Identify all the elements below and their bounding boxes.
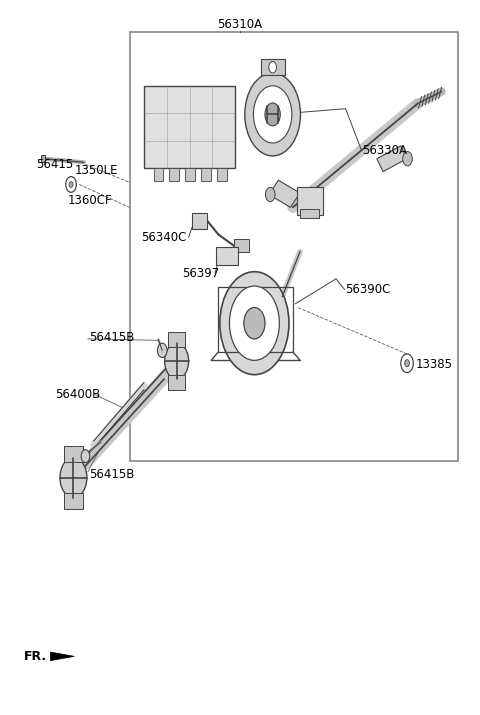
Circle shape (265, 103, 280, 126)
Text: 56390C: 56390C (346, 283, 391, 296)
Bar (300, 209, 319, 218)
Text: 13385: 13385 (415, 358, 452, 371)
Bar (154, 168, 163, 181)
Polygon shape (50, 652, 74, 661)
Circle shape (69, 182, 73, 187)
Polygon shape (269, 180, 300, 207)
Text: FR.: FR. (24, 650, 47, 663)
Text: 56400B: 56400B (55, 388, 100, 401)
Text: 56340C: 56340C (142, 231, 187, 244)
Bar (201, 168, 211, 181)
Circle shape (66, 177, 76, 192)
Bar (169, 168, 179, 181)
Text: 1350LE: 1350LE (74, 164, 118, 177)
Circle shape (60, 458, 87, 498)
Text: 56330A: 56330A (362, 144, 408, 157)
Bar (130, 32, 458, 461)
Text: 56415B: 56415B (89, 468, 134, 480)
Bar (41, 155, 45, 162)
Text: 1360CF: 1360CF (67, 194, 112, 207)
Circle shape (265, 187, 275, 202)
Text: 56397: 56397 (182, 267, 220, 280)
Bar (168, 332, 185, 347)
Bar (168, 375, 185, 390)
Polygon shape (377, 146, 407, 172)
Bar (261, 59, 285, 75)
Circle shape (229, 286, 279, 360)
Circle shape (165, 343, 189, 379)
Circle shape (244, 307, 265, 339)
Bar (297, 187, 323, 214)
Bar (192, 213, 207, 229)
Circle shape (401, 354, 413, 373)
Text: 56415: 56415 (36, 158, 73, 171)
Circle shape (403, 152, 412, 166)
Circle shape (220, 272, 289, 375)
Bar (64, 493, 83, 509)
Bar (64, 446, 83, 462)
Circle shape (245, 73, 300, 156)
Text: 56415B: 56415B (89, 331, 134, 344)
Circle shape (269, 61, 276, 73)
Bar (234, 239, 249, 252)
Circle shape (81, 450, 90, 463)
Bar (216, 247, 238, 265)
Circle shape (157, 343, 167, 358)
Bar (218, 287, 293, 352)
Bar (217, 168, 227, 181)
Bar (144, 86, 235, 168)
Circle shape (405, 360, 409, 367)
Circle shape (253, 86, 292, 143)
Bar (185, 168, 195, 181)
Text: 56310A: 56310A (217, 18, 263, 31)
